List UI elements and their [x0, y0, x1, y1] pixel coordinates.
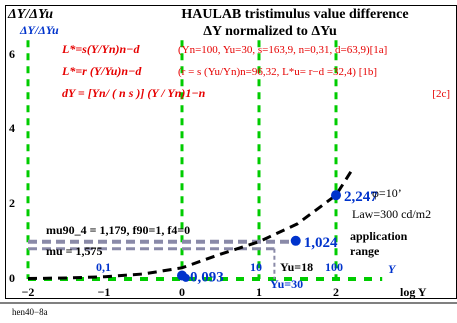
mu-annotation: mu = 1,575	[46, 244, 103, 258]
equation-1a-right: (Yn=100, Yu=30, s=163,9, n=0,31, d=63,9)…	[178, 44, 387, 56]
x-axis-label: log Y	[400, 285, 427, 299]
label-range: range	[350, 244, 380, 258]
y-axis-unit-label: Y	[388, 262, 397, 276]
equation-1b-left: L*=r (Y/Yu)n−d	[61, 64, 142, 78]
corner-y-label: ΔY/ΔYu	[7, 7, 53, 22]
m90-annotation: mu90_4 = 1,179, f90=1, f4=0	[46, 223, 190, 237]
label-law: Law=300 cd/m2	[352, 207, 431, 221]
label-phi10: φ=10’	[372, 186, 402, 200]
equation-1b-right: (r = s (Yu/Yn)n=96,32, L*u= r−d =32,4) […	[178, 66, 377, 78]
y-tick-0: 0	[9, 271, 15, 285]
label-yu30: Yu=30	[270, 277, 303, 291]
y-tick-2: 2	[9, 196, 15, 210]
footer-code: hen40−8a	[12, 307, 48, 317]
label-100: 100	[325, 260, 343, 274]
corner-y-label-blue: ΔY/ΔYu	[19, 23, 59, 37]
equation-1a-left: L*=s(Y/Yn)n−d	[61, 42, 140, 56]
label-0-1: 0,1	[96, 260, 111, 274]
data-point-label-0: 0,093	[190, 270, 224, 286]
equation-2c-left: dY = [Yn/ ( n s )] (Y / Yn)1−n	[62, 86, 206, 100]
equation-2c-right: [2c]	[432, 88, 450, 100]
x-tick-2: 2	[333, 285, 339, 299]
y-tick-6: 6	[9, 47, 15, 61]
x-tick-1: 1	[256, 285, 262, 299]
x-tick-minus2: −2	[22, 285, 35, 299]
label-yu18: Yu=18	[280, 260, 313, 274]
data-point-label-1: 1,024	[304, 235, 338, 251]
baseline-marker	[181, 273, 190, 282]
x-tick-minus1: −1	[98, 285, 111, 299]
y-tick-4: 4	[9, 121, 15, 135]
label-10: 10	[250, 260, 262, 274]
chart-subtitle: ΔY normalized to ΔYu	[203, 24, 337, 39]
data-point-label-2: 2,247	[344, 189, 378, 205]
label-application: application	[350, 229, 408, 243]
chart-title: HAULAB tristimulus value difference	[181, 7, 408, 22]
series-curve	[27, 170, 353, 281]
data-point-2	[331, 190, 341, 201]
data-point-1	[290, 235, 301, 246]
x-tick-0: 0	[179, 285, 185, 299]
